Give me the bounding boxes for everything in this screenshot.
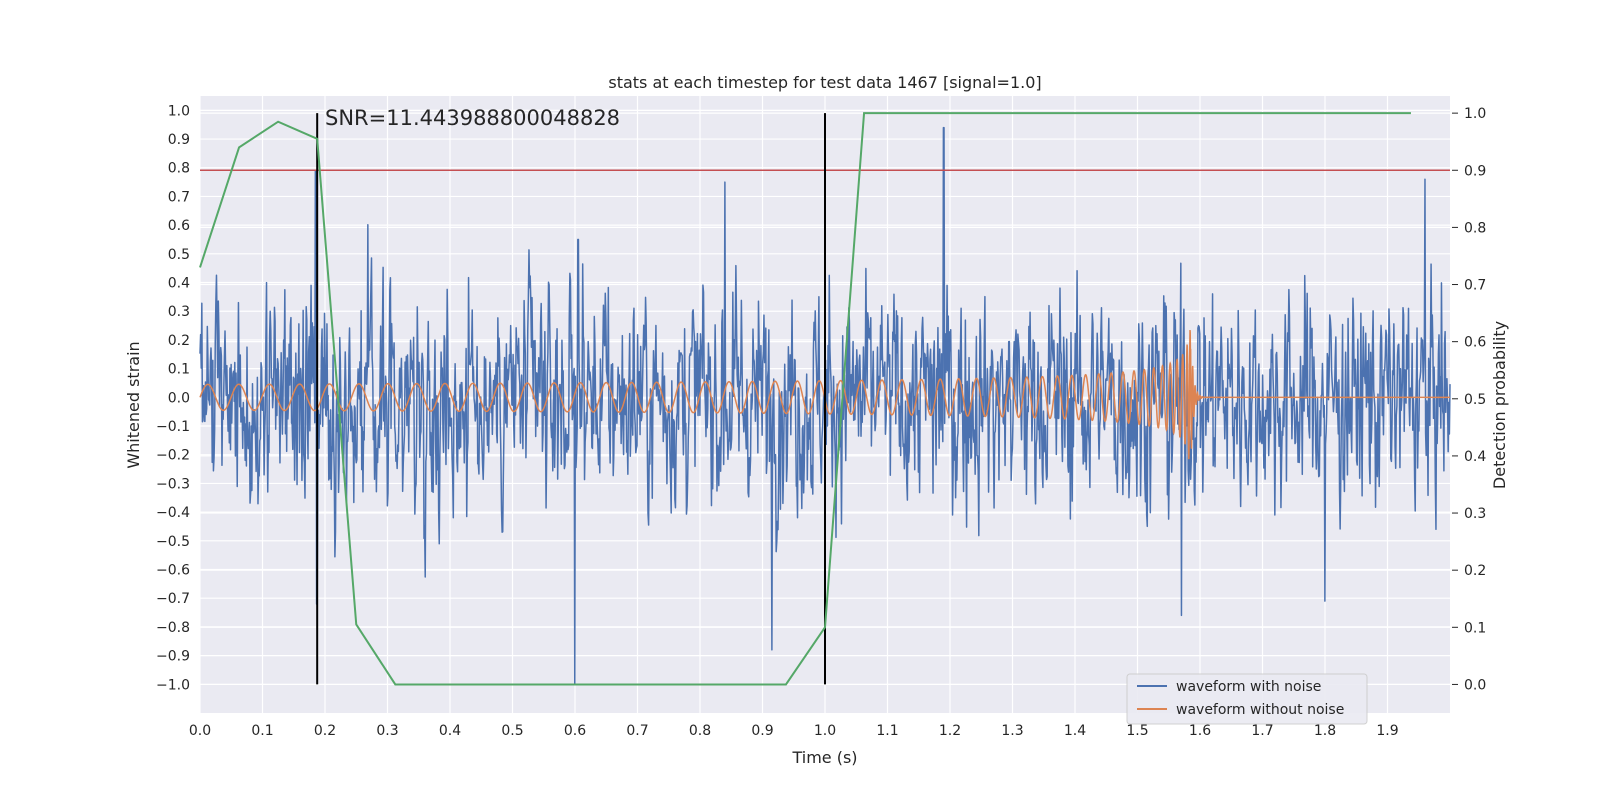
x-tick-label: 1.5	[1126, 723, 1148, 739]
y-tick-label: 0.0	[168, 390, 190, 406]
y-tick-label: 0.8	[168, 161, 190, 177]
y2-tick-label: 0.9	[1464, 163, 1486, 179]
y-tick-label: −0.6	[156, 563, 190, 579]
x-tick-label: 0.4	[439, 723, 461, 739]
series-detection-probability	[199, 112, 1411, 686]
y-tick-label: −0.7	[156, 591, 190, 607]
y-tick-label: −0.8	[156, 620, 190, 636]
y-tick-label: 0.1	[168, 362, 190, 378]
legend-box	[1126, 673, 1368, 725]
y-tick-label: 1.0	[168, 103, 190, 119]
x-tick-label: 1.0	[814, 723, 836, 739]
y2-tick-label: 0.2	[1464, 563, 1486, 579]
y-tick-label: 0.7	[168, 189, 190, 205]
y-axis-label: Whitened strain	[124, 341, 143, 468]
y2-tick-label: 0.8	[1464, 220, 1486, 236]
y-tick-label: 0.9	[168, 132, 190, 148]
legend-label-clean: waveform without noise	[1176, 702, 1344, 718]
y-tick-label: 0.6	[168, 218, 190, 234]
x-tick-label: 0.7	[626, 723, 648, 739]
x-tick-label: 1.7	[1251, 723, 1273, 739]
x-tick-label: 1.9	[1376, 723, 1398, 739]
y-tick-label: 0.5	[168, 247, 190, 263]
y2-tick-label: 0.0	[1464, 677, 1486, 693]
overlays	[200, 113, 1450, 685]
y2-tick-label: 1.0	[1464, 106, 1486, 122]
y2-tick-label: 0.3	[1464, 506, 1486, 522]
y-tick-label: −0.9	[156, 649, 190, 665]
y2-tick-label: 0.6	[1464, 335, 1486, 351]
y2-tick-label: 0.1	[1464, 620, 1486, 636]
y2-axis-label: Detection probability	[1490, 321, 1509, 489]
x-axis-label: Time (s)	[791, 748, 857, 767]
x-tick-label: 1.4	[1064, 723, 1086, 739]
x-tick-label: 1.2	[939, 723, 961, 739]
x-tick-label: 0.9	[751, 723, 773, 739]
y-tick-label: −1.0	[156, 677, 190, 693]
x-tick-label: 1.6	[1189, 723, 1211, 739]
tick-labels: 0.0 0.1 0.2 0.3 0.4 0.5 0.6 0.7 0.8 0.9 1.0 1.1 1.2 1…	[156, 103, 1486, 739]
y-tick-label: 0.4	[168, 276, 190, 292]
x-tick-label: 0.2	[314, 723, 336, 739]
y-tick-label: −0.3	[156, 476, 190, 492]
x-tick-label: 1.8	[1314, 723, 1336, 739]
y-tick-label: −0.5	[156, 534, 190, 550]
x-tick-label: 0.3	[376, 723, 398, 739]
x-tick-label: 0.8	[689, 723, 711, 739]
x-tick-label: 0.1	[251, 723, 273, 739]
x-tick-label: 1.3	[1001, 723, 1023, 739]
y-tick-label: 0.3	[168, 304, 190, 320]
y-tick-label: −0.2	[156, 448, 190, 464]
legend: waveform with noise waveform without noi…	[1126, 673, 1368, 725]
detection-probability-line	[199, 112, 1411, 686]
legend-label-noise: waveform with noise	[1176, 679, 1321, 695]
y-tick-label: 0.2	[168, 333, 190, 349]
y2-tick-label: 0.5	[1464, 392, 1486, 408]
x-tick-label: 0.6	[564, 723, 586, 739]
x-tick-label: 0.0	[189, 723, 211, 739]
snr-annotation: SNR=11.443988800048828	[325, 106, 620, 130]
y-tick-label: −0.4	[156, 505, 190, 521]
y2-tick-label: 0.4	[1464, 449, 1486, 465]
x-tick-label: 1.1	[876, 723, 898, 739]
y2-tick-label: 0.7	[1464, 278, 1486, 294]
x-tick-label: 0.5	[501, 723, 523, 739]
chart-title: stats at each timestep for test data 146…	[608, 73, 1041, 92]
y-tick-label: −0.1	[156, 419, 190, 435]
